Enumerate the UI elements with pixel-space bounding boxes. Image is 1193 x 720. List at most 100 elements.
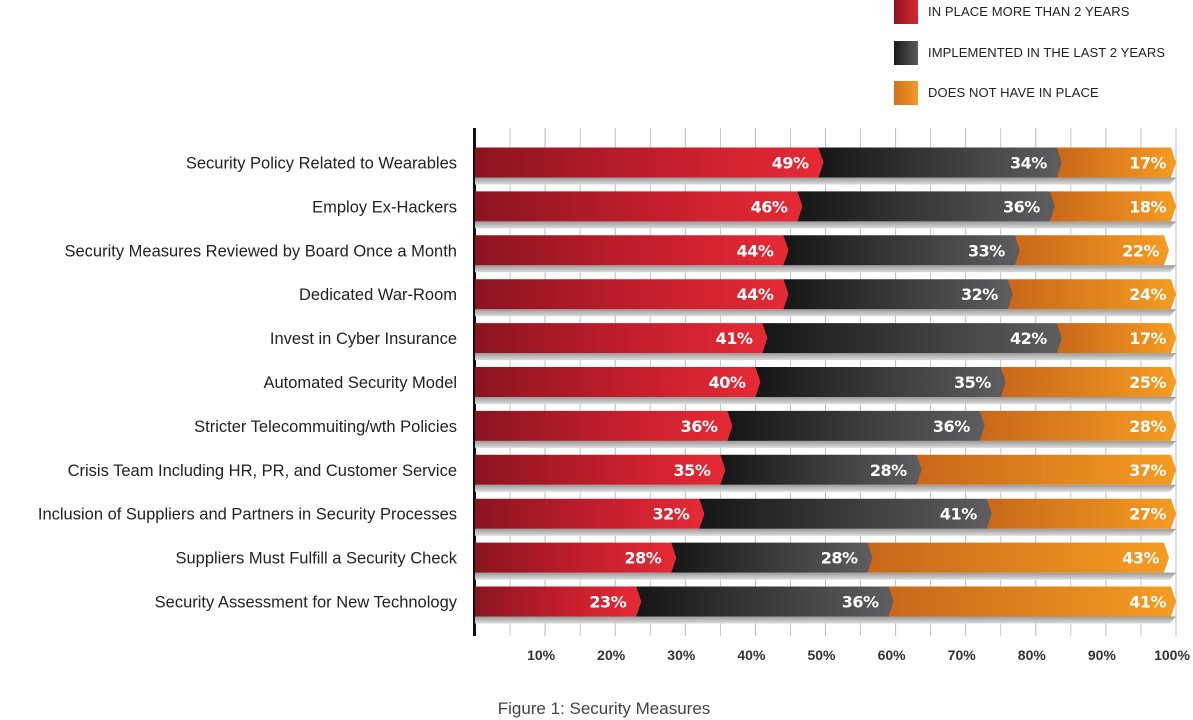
category-label: Automated Security Model (263, 374, 457, 392)
data-label-in-place: 40% (709, 373, 746, 392)
bar-segment-implemented (783, 279, 1013, 310)
x-tick-label: 20% (597, 647, 626, 663)
bar-segment-in-place (475, 367, 761, 397)
bar-segment-implemented (699, 498, 992, 529)
labels-layer: 10% 20% 30% 40% 50% 60% 70% 80% 90% 100% Security … (38, 154, 1191, 664)
x-tick-label: 90% (1088, 647, 1117, 663)
bar-shadow (475, 484, 1176, 492)
x-tick-label: 50% (807, 647, 836, 663)
bar-segment-in-place (475, 235, 789, 266)
data-label-implemented: 42% (1010, 329, 1047, 348)
data-label-implemented: 36% (933, 417, 970, 436)
category-label: Crisis Team Including HR, PR, and Custom… (68, 462, 457, 480)
category-label: Security Measures Reviewed by Board Once… (64, 242, 457, 260)
category-label: Inclusion of Suppliers and Partners in S… (38, 506, 457, 524)
category-label: Dedicated War-Room (299, 286, 457, 304)
legend-label-in-place: IN PLACE MORE THAN 2 YEARS (928, 4, 1130, 19)
category-label: Employ Ex-Hackers (312, 198, 457, 216)
bar-shadow (475, 528, 1176, 536)
bar-segment-not-in-place (1056, 323, 1176, 354)
bar-shadow (475, 353, 1176, 361)
data-label-in-place: 36% (681, 417, 718, 436)
bar-segment-implemented (783, 235, 1020, 266)
x-tick-label: 100% (1154, 647, 1190, 663)
bar-segment-implemented (671, 542, 873, 573)
data-label-implemented: 28% (821, 549, 858, 568)
x-tick-label: 60% (878, 647, 907, 663)
data-label-in-place: 32% (653, 505, 690, 524)
bar-segment-in-place (475, 323, 768, 354)
bar-segment-implemented (818, 147, 1062, 178)
legend-swatch-not-in-place (894, 81, 918, 105)
category-label: Security Assessment for New Technology (155, 594, 458, 612)
bar-shadow (475, 265, 1176, 273)
x-tick-label: 30% (667, 647, 696, 663)
data-label-not-in-place: 43% (1122, 549, 1159, 568)
bar-shadow (475, 309, 1176, 317)
data-label-implemented: 34% (1010, 154, 1047, 173)
bar-segment-in-place (475, 498, 705, 529)
data-label-in-place: 44% (737, 285, 774, 304)
bar-segment-implemented (762, 323, 1062, 354)
bar-segment-in-place (475, 279, 789, 310)
bar-segment-implemented (727, 410, 985, 441)
bar-shadow (475, 440, 1176, 448)
data-label-not-in-place: 37% (1129, 461, 1166, 480)
data-label-not-in-place: 28% (1129, 417, 1166, 436)
category-label: Security Policy Related to Wearables (186, 155, 457, 173)
data-label-in-place: 35% (674, 461, 711, 480)
data-label-in-place: 46% (751, 197, 788, 216)
category-label: Stricter Telecommuiting/wth Policies (194, 418, 457, 436)
data-label-implemented: 36% (1003, 197, 1040, 216)
data-label-in-place: 23% (589, 593, 626, 612)
legend-label-not-in-place: DOES NOT HAVE IN PLACE (928, 85, 1099, 100)
x-tick-label: 10% (527, 647, 556, 663)
data-label-not-in-place: 17% (1129, 154, 1166, 173)
bar-segment-not-in-place (979, 410, 1176, 441)
bar-segment-not-in-place (867, 542, 1169, 573)
data-label-implemented: 33% (968, 241, 1005, 260)
bar-segment-not-in-place (986, 498, 1176, 529)
bar-segment-not-in-place (1007, 279, 1176, 310)
bar-segment-in-place (475, 410, 733, 441)
bar-shadow (475, 616, 1176, 624)
bar-segment-in-place (475, 191, 803, 222)
x-tick-label: 70% (948, 647, 977, 663)
bar-segment-not-in-place (1049, 191, 1176, 222)
data-label-implemented: 35% (954, 373, 991, 392)
data-label-in-place: 49% (772, 154, 809, 173)
legend-swatch-implemented (894, 41, 918, 65)
bar-segment-in-place (475, 542, 677, 573)
x-tick-label: 80% (1018, 647, 1047, 663)
legend-swatch-in-place (894, 0, 918, 24)
data-label-implemented: 41% (940, 505, 977, 524)
data-label-not-in-place: 17% (1129, 329, 1166, 348)
bars-layer (475, 147, 1176, 624)
data-label-implemented: 28% (870, 461, 907, 480)
category-label: Suppliers Must Fulfill a Security Check (175, 550, 457, 568)
bar-segment-in-place (475, 147, 824, 178)
legend-label-implemented: IMPLEMENTED IN THE LAST 2 YEARS (928, 45, 1166, 60)
bar-segment-implemented (797, 191, 1055, 222)
data-label-implemented: 32% (961, 285, 998, 304)
bar-segment-in-place (475, 586, 642, 617)
data-label-not-in-place: 22% (1122, 241, 1159, 260)
data-label-in-place: 44% (737, 241, 774, 260)
data-label-not-in-place: 18% (1129, 197, 1166, 216)
bar-segment-not-in-place (888, 586, 1176, 617)
data-label-not-in-place: 27% (1129, 505, 1166, 524)
bar-segment-not-in-place (1056, 147, 1176, 178)
x-tick-label: 40% (737, 647, 766, 663)
bar-shadow (475, 572, 1176, 580)
bar-segment-implemented (636, 586, 894, 617)
data-label-not-in-place: 41% (1129, 593, 1166, 612)
bar-shadow (475, 397, 1176, 404)
data-label-not-in-place: 24% (1129, 285, 1166, 304)
data-label-not-in-place: 25% (1129, 373, 1166, 392)
bar-segment-implemented (755, 367, 1006, 397)
category-label: Invest in Cyber Insurance (270, 330, 457, 348)
bar-shadow (475, 177, 1176, 185)
bar-segment-in-place (475, 454, 726, 485)
figure-caption: Figure 1: Security Measures (497, 699, 711, 718)
